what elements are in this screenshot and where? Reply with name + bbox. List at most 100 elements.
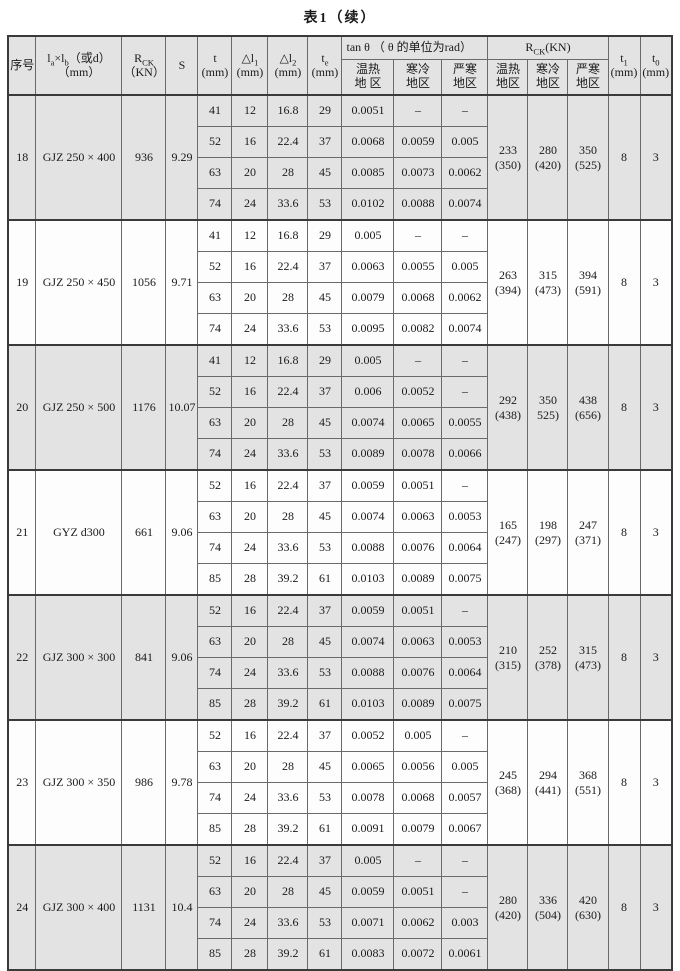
cell-t: 63	[197, 626, 233, 658]
cell-rck-zone-2: 247 (371)	[567, 469, 609, 596]
cell-te: 53	[307, 313, 343, 346]
cell-delta-l2: 39.2	[267, 688, 309, 721]
cell-shape-factor: 9.29	[165, 94, 199, 221]
cell-rck-zone-1: 315 (473)	[527, 219, 569, 346]
cell-shape-factor: 10.07	[165, 344, 199, 471]
cell-t0: 3	[639, 469, 673, 596]
cell-te: 61	[307, 563, 343, 596]
cell-te: 37	[307, 844, 343, 877]
cell-te: 45	[307, 751, 343, 783]
table-row: 20 GJZ 250 × 500 1176 10.07 41 12 16.8 29 0.005–…	[7, 344, 673, 471]
table-row: 63 20 28 45 0.0074 0.0063 0.0053	[8, 626, 672, 658]
cell-t1: 8	[607, 94, 641, 221]
cell-te: 45	[307, 501, 343, 533]
col-header-delta-l2: △l2 (mm)	[267, 35, 309, 96]
cell-te: 45	[307, 876, 343, 908]
col-header-delta-l1: △l1 (mm)	[231, 35, 269, 96]
cell-te: 61	[307, 938, 343, 971]
cell-tan-zone-2: –	[441, 219, 489, 252]
cell-t: 63	[197, 157, 233, 189]
cell-delta-l1: 28	[231, 563, 269, 596]
cell-tan-zone-1: 0.0076	[393, 532, 443, 564]
cell-delta-l2: 28	[267, 751, 309, 783]
cell-shape-factor: 9.71	[165, 219, 199, 346]
cell-delta-l2: 16.8	[267, 344, 309, 377]
cell-delta-l1: 28	[231, 688, 269, 721]
cell-t0: 3	[639, 94, 673, 221]
cell-t: 63	[197, 501, 233, 533]
cell-delta-l2: 33.6	[267, 657, 309, 689]
cell-t: 74	[197, 532, 233, 564]
cell-delta-l2: 22.4	[267, 469, 309, 502]
cell-te: 53	[307, 907, 343, 939]
cell-rck-zone-2: 368 (551)	[567, 719, 609, 846]
cell-delta-l1: 20	[231, 407, 269, 439]
cell-delta-l1: 24	[231, 657, 269, 689]
cell-tan-zone-0: 0.0051	[341, 94, 395, 127]
cell-tan-zone-0: 0.0059	[341, 469, 395, 502]
table-row: 63 20 28 45 0.0074 0.0065 0.0055	[8, 407, 672, 439]
table-row: 85 28 39.2 61 0.0103 0.0089 0.0075	[8, 563, 672, 596]
cell-t: 63	[197, 751, 233, 783]
cell-t: 63	[197, 407, 233, 439]
cell-te: 53	[307, 782, 343, 814]
cell-model: GYZ d300	[35, 469, 123, 596]
cell-rck-zone-2: 438 (656)	[567, 344, 609, 471]
col-header-t1: t1 (mm)	[607, 35, 641, 96]
cell-tan-zone-1: 0.0051	[393, 594, 443, 627]
cell-tan-zone-1: –	[393, 344, 443, 377]
col-header-size: la×lb（或d） （mm）	[35, 35, 123, 96]
scanned-page: 表1（续） 序号 la×lb（或d） （mm） RCK （KN） S t (mm) △…	[6, 11, 673, 971]
cell-tan-zone-1: 0.0072	[393, 938, 443, 971]
cell-t: 74	[197, 188, 233, 221]
cell-tan-zone-2: 0.0074	[441, 188, 489, 221]
cell-model: GJZ 300 × 350	[35, 719, 123, 846]
cell-tan-zone-1: 0.0073	[393, 157, 443, 189]
cell-t: 41	[197, 94, 233, 127]
cell-tan-zone-0: 0.0078	[341, 782, 395, 814]
cell-t: 52	[197, 594, 233, 627]
cell-te: 37	[307, 251, 343, 283]
cell-tan-zone-1: 0.0062	[393, 907, 443, 939]
cell-delta-l2: 22.4	[267, 376, 309, 408]
table-row: 74 24 33.6 53 0.0095 0.0082 0.0074	[8, 313, 672, 346]
cell-te: 37	[307, 469, 343, 502]
col-header-tan-zone-warm: 温热地 区	[341, 59, 395, 96]
cell-t1: 8	[607, 719, 641, 846]
cell-delta-l1: 16	[231, 126, 269, 158]
cell-t: 74	[197, 313, 233, 346]
cell-te: 37	[307, 126, 343, 158]
cell-tan-zone-0: 0.0063	[341, 251, 395, 283]
cell-rck-zone-1: 198 (297)	[527, 469, 569, 596]
cell-tan-zone-2: –	[441, 594, 489, 627]
cell-model: GJZ 300 × 300	[35, 594, 123, 721]
cell-tan-zone-1: 0.0052	[393, 376, 443, 408]
cell-delta-l2: 28	[267, 876, 309, 908]
cell-te: 45	[307, 626, 343, 658]
cell-tan-zone-2: –	[441, 719, 489, 752]
cell-delta-l2: 33.6	[267, 532, 309, 564]
cell-tan-zone-2: 0.0074	[441, 313, 489, 346]
cell-tan-zone-2: 0.0061	[441, 938, 489, 971]
cell-delta-l2: 16.8	[267, 219, 309, 252]
cell-tan-zone-0: 0.0074	[341, 626, 395, 658]
cell-tan-zone-2: –	[441, 844, 489, 877]
cell-t: 85	[197, 938, 233, 971]
cell-t: 85	[197, 688, 233, 721]
cell-tan-zone-1: 0.0079	[393, 813, 443, 846]
cell-rck-zone-2: 350 (525)	[567, 94, 609, 221]
cell-delta-l1: 16	[231, 719, 269, 752]
table-row: 74 24 33.6 53 0.0089 0.0078 0.0066	[8, 438, 672, 471]
cell-t: 52	[197, 251, 233, 283]
cell-tan-zone-2: 0.005	[441, 251, 489, 283]
cell-t: 74	[197, 907, 233, 939]
table-row: 74 24 33.6 53 0.0078 0.0068 0.0057	[8, 782, 672, 814]
cell-serial-number: 23	[7, 719, 37, 846]
cell-tan-zone-0: 0.0102	[341, 188, 395, 221]
cell-rck-zone-0: 165 (247)	[487, 469, 529, 596]
cell-te: 53	[307, 532, 343, 564]
cell-delta-l2: 22.4	[267, 126, 309, 158]
col-header-serial: 序号	[7, 35, 37, 96]
cell-t1: 8	[607, 594, 641, 721]
cell-rck-zone-0: 280 (420)	[487, 844, 529, 971]
